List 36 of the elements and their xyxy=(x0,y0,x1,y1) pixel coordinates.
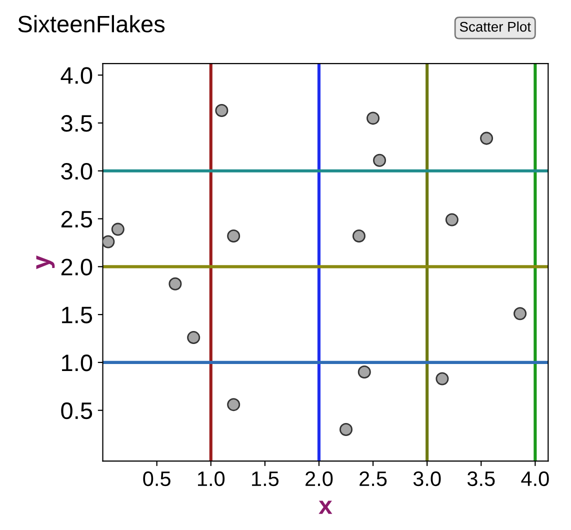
text: Scatter Plot xyxy=(460,22,531,32)
x-axis-title: x xyxy=(318,500,332,514)
x-tick-label: 4.0 xyxy=(521,471,549,486)
point xyxy=(373,154,386,167)
point xyxy=(366,112,380,125)
x-tick-label: 2.5 xyxy=(360,471,387,486)
point xyxy=(168,277,182,290)
y-tick-label: 2.0 xyxy=(61,258,92,276)
point xyxy=(215,104,228,118)
point xyxy=(352,230,366,243)
point xyxy=(227,398,240,412)
y-tick-label: 1.0 xyxy=(62,354,92,372)
x-tick-label: 3.5 xyxy=(467,471,495,486)
point xyxy=(102,235,115,248)
x-tick-label: 0.5 xyxy=(143,471,170,486)
x-tick-label: 3.0 xyxy=(413,471,441,486)
point xyxy=(358,366,371,379)
y-tick-label: 3.0 xyxy=(61,162,92,180)
y-axis-title: y xyxy=(36,256,55,270)
x-tick-label: 1.5 xyxy=(252,472,279,486)
y-tick-label: 4.0 xyxy=(60,67,92,84)
chart-title: SixteenFlakes xyxy=(18,15,165,32)
point xyxy=(436,372,449,386)
point xyxy=(480,132,494,145)
point xyxy=(111,222,124,236)
point xyxy=(187,331,200,344)
y-tick-label: 2.5 xyxy=(61,210,92,228)
x-tick-label: 1.0 xyxy=(198,471,225,486)
y-tick-label: 0.5 xyxy=(61,402,92,420)
y-tick-label: 1.5 xyxy=(62,306,92,324)
point xyxy=(340,422,353,436)
point xyxy=(514,307,527,320)
point xyxy=(445,213,458,226)
x-tick-label: 2.0 xyxy=(306,471,333,486)
y-tick-label: 3.5 xyxy=(61,115,92,132)
point xyxy=(227,230,240,243)
